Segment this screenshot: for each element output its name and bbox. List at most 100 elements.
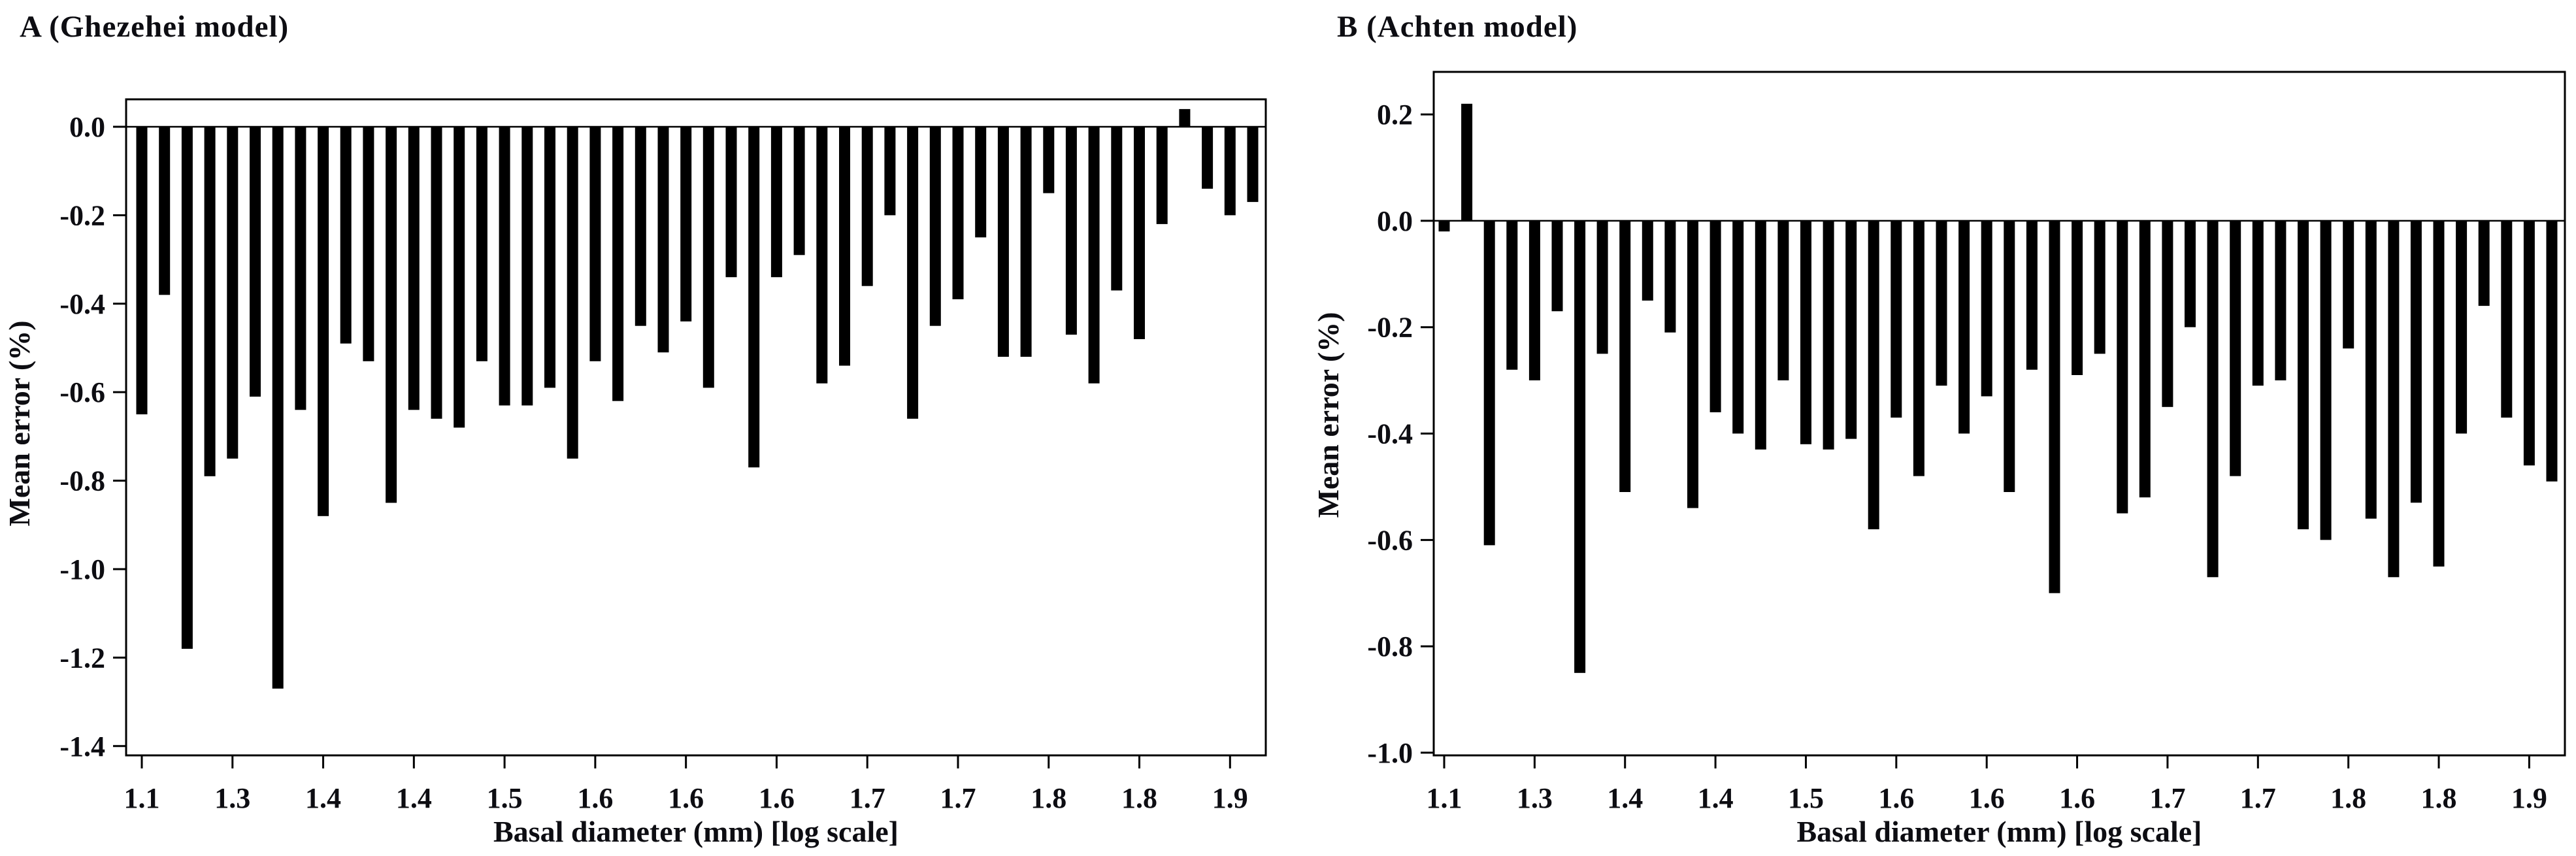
bar [567, 127, 578, 459]
x-tick-label: 1.6 [668, 782, 704, 814]
x-tick-label: 1.6 [2059, 782, 2095, 814]
bar [1732, 220, 1744, 434]
bar [2026, 220, 2038, 370]
bar [2094, 220, 2105, 354]
bar [1936, 220, 1947, 386]
bar [181, 127, 193, 649]
bar [2162, 220, 2173, 407]
bar-chart-ghezehei: 0.0 -0.2 -0.4 -0.6 -0.8 -1.0 -1.2 -1.4 1.1 1.3 1.4… [3, 98, 1267, 848]
bar [1891, 220, 1902, 418]
bar [1156, 127, 1168, 224]
y-tick-label: -0.8 [59, 465, 105, 497]
bar [2546, 220, 2558, 482]
bar-chart-achten: 0.2 0.0 -0.2 -0.4 -0.6 -0.8 -1.0 1.1 1.3 1.4 1.4 1.… [1312, 71, 2566, 848]
bar [1224, 127, 1236, 216]
x-tick-label: 1.7 [2149, 782, 2185, 814]
y-axis-title: Mean error (%) [3, 320, 36, 526]
bar [2207, 220, 2219, 578]
x-tick-label: 1.6 [1878, 782, 1914, 814]
x-tick-label: 1.1 [124, 782, 160, 814]
x-tick-label: 1.6 [577, 782, 613, 814]
bar [1642, 220, 1653, 301]
bar [408, 127, 420, 410]
bar [386, 127, 397, 503]
bar [1981, 220, 1992, 397]
bar [770, 127, 782, 278]
bar [1868, 220, 1879, 529]
bar [1664, 220, 1676, 333]
x-tick-label: 1.1 [1427, 782, 1462, 814]
bar [2433, 220, 2445, 567]
y-tick-label: 0.0 [69, 111, 105, 143]
bar [725, 127, 737, 278]
bar [1247, 127, 1259, 203]
y-tick-label: -1.0 [59, 553, 105, 585]
bar [748, 127, 760, 468]
x-axis-title: Basal diameter (mm) [log scale] [1797, 815, 2202, 848]
bar [1483, 220, 1495, 546]
bar [702, 127, 714, 388]
x-tick-label: 1.4 [396, 782, 432, 814]
x-tick-label: 1.6 [1969, 782, 2005, 814]
bar [1913, 220, 1924, 476]
bar [1020, 127, 1032, 357]
bar [839, 127, 850, 366]
bar [1619, 220, 1631, 492]
x-tick-label: 1.7 [850, 782, 885, 814]
bar [1528, 220, 1540, 381]
bar [340, 127, 352, 344]
bar [929, 127, 941, 326]
bar [2252, 220, 2264, 386]
bar [2456, 220, 2468, 434]
y-tick-label: 0.0 [1377, 205, 1413, 237]
chart-panel-achten: B (Achten model) 0.2 0.0 -0.2 -0.4 -0.6 -0.8 -… [1288, 0, 2576, 856]
bar [2388, 220, 2400, 578]
bar [1461, 103, 1473, 221]
bar [250, 127, 261, 397]
bar [1111, 127, 1123, 291]
bar [295, 127, 306, 410]
x-tick-label: 1.3 [214, 782, 250, 814]
x-tick-label: 1.8 [2330, 782, 2366, 814]
bar [997, 127, 1009, 357]
bar [680, 127, 692, 321]
bar [1574, 220, 1586, 673]
bar [1755, 220, 1766, 450]
bar [635, 127, 646, 326]
x-tick-label: 1.9 [1212, 782, 1248, 814]
bar [2523, 220, 2535, 466]
panel-title: A (Ghezehei model) [20, 10, 289, 44]
bar [2343, 220, 2354, 349]
bar [589, 127, 601, 361]
y-tick-label: -0.2 [59, 199, 105, 231]
bar [2072, 220, 2083, 375]
bar [2139, 220, 2151, 498]
y-tick-label: -0.4 [59, 288, 105, 320]
bar [1179, 108, 1191, 127]
y-tick-label: -0.2 [1367, 312, 1413, 344]
bar [318, 127, 329, 516]
bar [952, 127, 964, 299]
bar [499, 127, 510, 406]
bar [1845, 220, 1857, 439]
x-tick-label: 1.3 [1517, 782, 1553, 814]
bar [2410, 220, 2422, 503]
bar [907, 127, 919, 419]
bar [204, 127, 216, 476]
x-tick-label: 1.8 [2421, 782, 2457, 814]
y-tick-label: -0.6 [59, 376, 105, 408]
bar [2004, 220, 2015, 492]
bar [521, 127, 533, 406]
bar [1065, 127, 1077, 335]
x-tick-label: 1.5 [487, 782, 523, 814]
bar [657, 127, 669, 353]
bar [2117, 220, 2128, 514]
bar [1088, 127, 1100, 384]
plot-frame [125, 98, 1267, 757]
y-tick-label: -0.8 [1367, 631, 1413, 663]
bar [2230, 220, 2241, 476]
bar [1709, 220, 1721, 412]
bar [1134, 127, 1145, 339]
bar [1202, 127, 1214, 189]
bar [1506, 220, 1518, 370]
